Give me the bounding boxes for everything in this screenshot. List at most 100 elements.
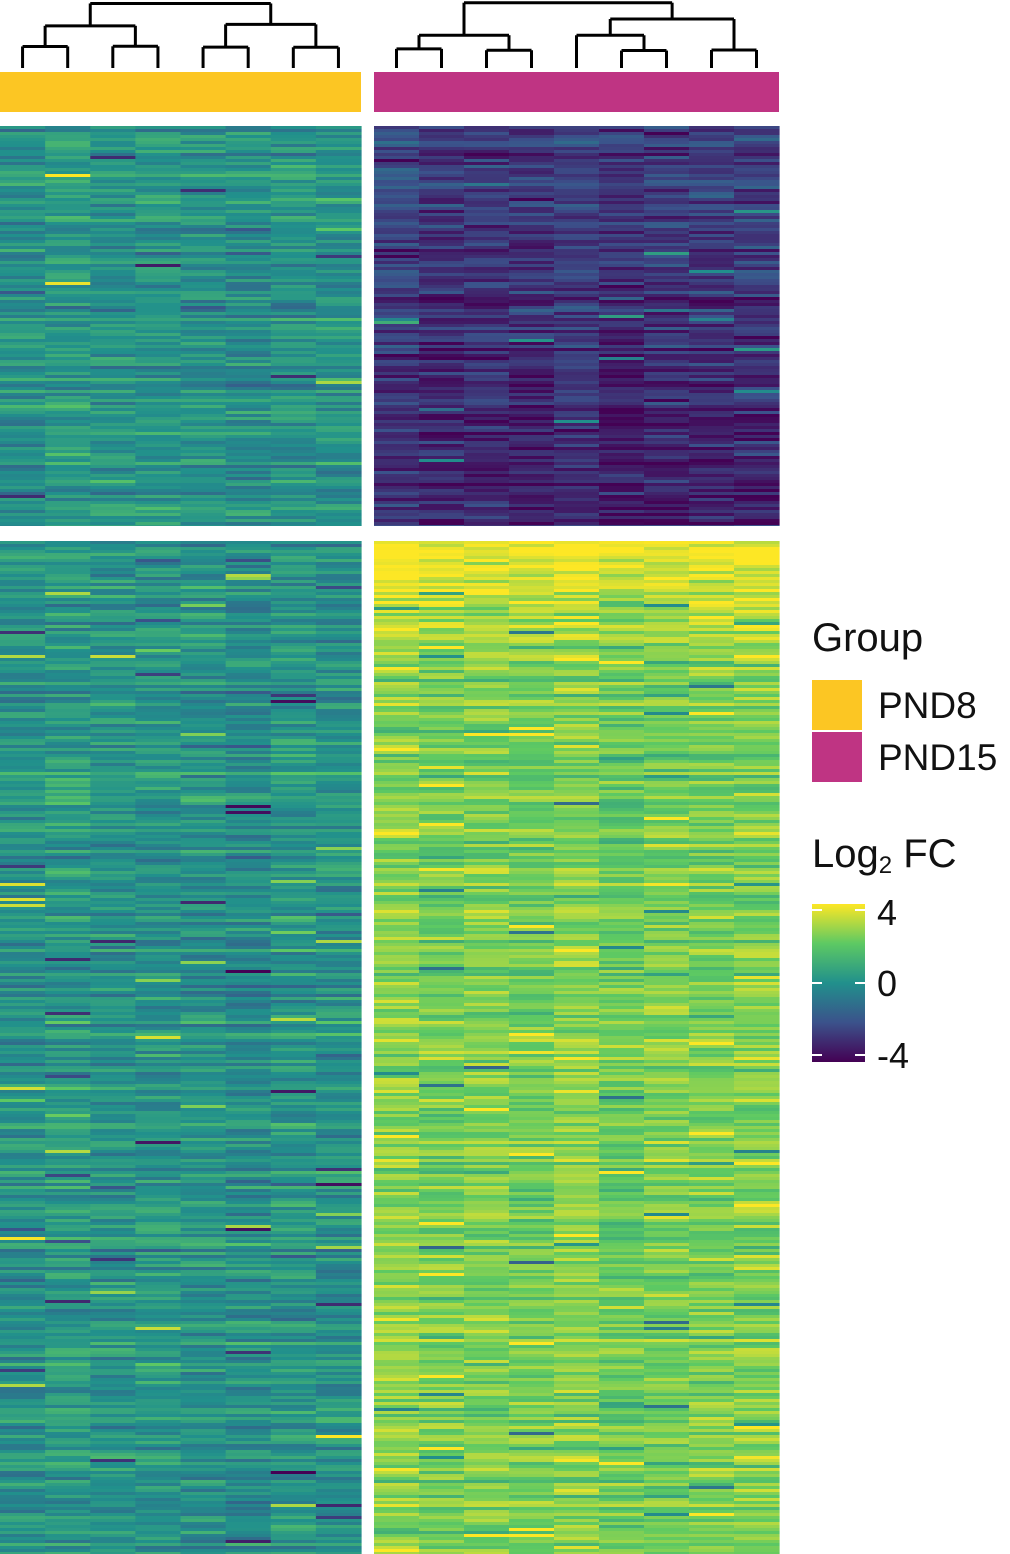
heatmap-cell [270, 736, 317, 739]
heatmap-cell [554, 297, 600, 300]
heatmap-cell [45, 1342, 91, 1345]
heatmap-cell [45, 366, 91, 369]
heatmap-cell [225, 616, 272, 619]
heatmap-cell [644, 135, 690, 138]
heatmap-cell [464, 501, 510, 504]
heatmap-cell [225, 399, 272, 402]
heatmap-cell [0, 1066, 46, 1069]
heatmap-cell [464, 411, 510, 414]
heatmap-cell [45, 574, 91, 577]
heatmap-cell [734, 378, 780, 381]
heatmap-cell [225, 492, 272, 495]
heatmap-cell [315, 1141, 362, 1144]
heatmap-cell [180, 1171, 227, 1174]
heatmap-cell [135, 610, 182, 613]
heatmap-cell [315, 1468, 362, 1471]
heatmap-cell [270, 1468, 317, 1471]
heatmap-cell [554, 486, 600, 489]
heatmap-cell [45, 841, 91, 844]
heatmap-cell [45, 1549, 91, 1552]
heatmap-cell [45, 216, 91, 219]
heatmap-cell [180, 859, 227, 862]
heatmap-cell [45, 303, 91, 306]
heatmap-cell [135, 375, 182, 378]
heatmap-cell [644, 351, 690, 354]
heatmap-cell [135, 255, 182, 258]
heatmap-cell [180, 1027, 227, 1030]
heatmap-cell [90, 1090, 136, 1093]
heatmap-cell [509, 420, 555, 423]
heatmap-cell [270, 1219, 317, 1222]
heatmap-cell [45, 979, 91, 982]
heatmap-cell [225, 1024, 272, 1027]
heatmap-cell [45, 736, 91, 739]
heatmap-cell [315, 312, 362, 315]
heatmap-cell [315, 1111, 362, 1114]
heatmap-cell [90, 276, 136, 279]
heatmap-cell [270, 793, 317, 796]
heatmap-cell [315, 225, 362, 228]
heatmap-cell [180, 216, 227, 219]
heatmap-cell [270, 321, 317, 324]
heatmap-cell [45, 604, 91, 607]
heatmap-cell [554, 378, 600, 381]
heatmap-cell [689, 423, 735, 426]
heatmap-cell [135, 613, 182, 616]
heatmap-cell [90, 871, 136, 874]
heatmap-cell [225, 868, 272, 871]
heatmap-cell [135, 607, 182, 610]
heatmap-cell [45, 1024, 91, 1027]
heatmap-cell [374, 297, 420, 300]
heatmap-cell [180, 336, 227, 339]
heatmap-cell [270, 1513, 317, 1516]
heatmap-cell [90, 306, 136, 309]
heatmap-cell [315, 1222, 362, 1225]
heatmap-cell [554, 495, 600, 498]
heatmap-cell [180, 1375, 227, 1378]
heatmap-cell [180, 300, 227, 303]
heatmap-cell [45, 1324, 91, 1327]
heatmap-cell [644, 462, 690, 465]
heatmap-cell [45, 739, 91, 742]
heatmap-cell [90, 1021, 136, 1024]
heatmap-cell [734, 357, 780, 360]
heatmap-cell [270, 306, 317, 309]
heatmap-cell [554, 279, 600, 282]
heatmap-cell [270, 1303, 317, 1306]
heatmap-cell [270, 1231, 317, 1234]
heatmap-cell [225, 1327, 272, 1330]
heatmap-cell [90, 1114, 136, 1117]
heatmap-cell [270, 258, 317, 261]
heatmap-cell [45, 1108, 91, 1111]
heatmap-cell [419, 276, 465, 279]
heatmap-cell [0, 1498, 46, 1501]
heatmap-cell [90, 225, 136, 228]
group-annotation-pnd8 [0, 72, 361, 112]
heatmap-cell [180, 1249, 227, 1252]
heatmap-cell [180, 1198, 227, 1201]
heatmap-cell [135, 183, 182, 186]
heatmap-cell [0, 1534, 46, 1537]
heatmap-cell [45, 1120, 91, 1123]
heatmap-cell [225, 895, 272, 898]
heatmap-cell [0, 622, 46, 625]
heatmap-cell [225, 1345, 272, 1348]
heatmap-cell [90, 958, 136, 961]
heatmap-cell [225, 1387, 272, 1390]
heatmap-cell [180, 1354, 227, 1357]
heatmap-cell [180, 138, 227, 141]
heatmap-cell [90, 1336, 136, 1339]
heatmap-cell [180, 1369, 227, 1372]
heatmap-cell [509, 450, 555, 453]
heatmap-cell [180, 417, 227, 420]
heatmap-cell [315, 1492, 362, 1495]
heatmap-cell [599, 192, 645, 195]
heatmap-cell [180, 1342, 227, 1345]
heatmap-cell [0, 676, 46, 679]
heatmap-cell [90, 766, 136, 769]
heatmap-cell [180, 1366, 227, 1369]
heatmap-cell [90, 1138, 136, 1141]
heatmap-cell [0, 802, 46, 805]
heatmap-cell [644, 306, 690, 309]
heatmap-cell [315, 1147, 362, 1150]
